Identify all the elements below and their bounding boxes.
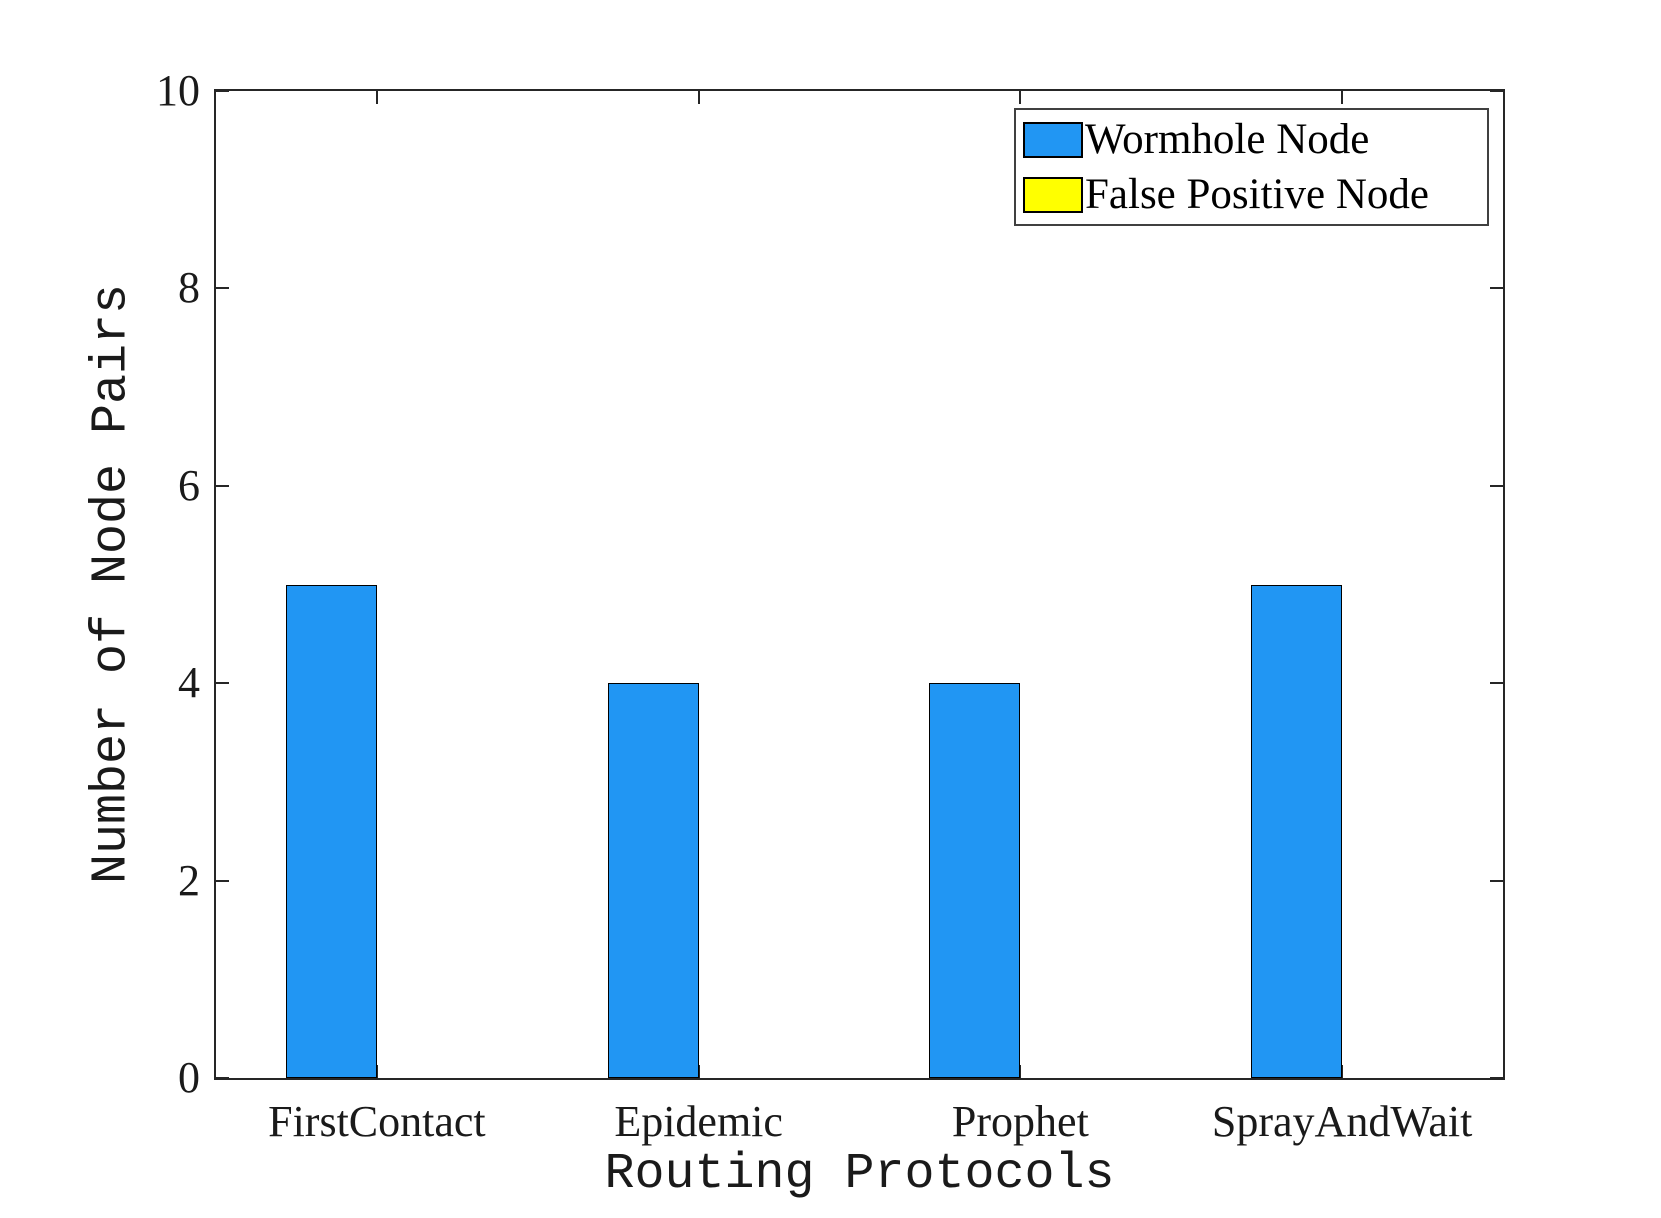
y-tick-label: 8 <box>178 263 200 313</box>
y-tick-mark-left <box>216 484 229 487</box>
legend-swatch-wormhole-node <box>1023 121 1083 158</box>
y-tick-mark-right <box>1490 879 1503 882</box>
y-tick-label: 10 <box>156 66 200 115</box>
x-tick-mark-top <box>697 91 700 104</box>
x-tick-mark-top <box>1341 91 1344 104</box>
y-tick-mark-right <box>1490 90 1503 92</box>
legend: Wormhole Node False Positive Node <box>1014 108 1489 226</box>
bar-sprayandwait-wormhole-node <box>1251 584 1343 1078</box>
x-tick-label-firstcontact: FirstContact <box>268 1097 486 1146</box>
bar-epidemic-wormhole-node <box>607 683 699 1078</box>
y-tick-mark-left <box>216 682 229 685</box>
legend-label-false-positive-node: False Positive Node <box>1085 171 1429 218</box>
y-tick-label: 6 <box>178 460 200 510</box>
legend-item-wormhole-node: Wormhole Node <box>1023 112 1487 167</box>
x-tick-mark-bottom <box>1019 1065 1022 1078</box>
y-tick-mark-left <box>216 879 229 882</box>
x-tick-mark-top <box>375 91 378 104</box>
y-tick-mark-left <box>216 287 229 290</box>
legend-swatch-false-positive-node <box>1023 176 1083 213</box>
y-tick-mark-right <box>1490 1077 1503 1079</box>
x-tick-mark-top <box>1019 91 1022 104</box>
x-tick-label-sprayandwait: SprayAndWait <box>1211 1097 1473 1146</box>
y-tick-label: 4 <box>178 658 200 708</box>
x-tick-label-prophet: Prophet <box>951 1097 1089 1146</box>
legend-label-wormhole-node: Wormhole Node <box>1085 116 1370 163</box>
x-tick-mark-bottom <box>697 1065 700 1078</box>
y-tick-mark-right <box>1490 287 1503 290</box>
y-axis-title: Number of Node Pairs <box>83 283 141 885</box>
x-tick-mark-bottom <box>375 1065 378 1078</box>
x-tick-label-epidemic: Epidemic <box>614 1097 783 1146</box>
y-tick-mark-left <box>216 1077 229 1079</box>
legend-item-false-positive-node: False Positive Node <box>1023 167 1487 222</box>
y-tick-mark-right <box>1490 682 1503 685</box>
x-tick-mark-bottom <box>1341 1065 1344 1078</box>
y-tick-label: 2 <box>178 855 200 905</box>
y-tick-mark-right <box>1490 484 1503 487</box>
bar-firstcontact-wormhole-node <box>285 584 377 1078</box>
y-tick-label: 0 <box>178 1053 200 1102</box>
bar-prophet-wormhole-node <box>929 683 1021 1078</box>
y-tick-mark-left <box>216 90 229 92</box>
x-axis-title: Routing Protocols <box>604 1146 1115 1203</box>
